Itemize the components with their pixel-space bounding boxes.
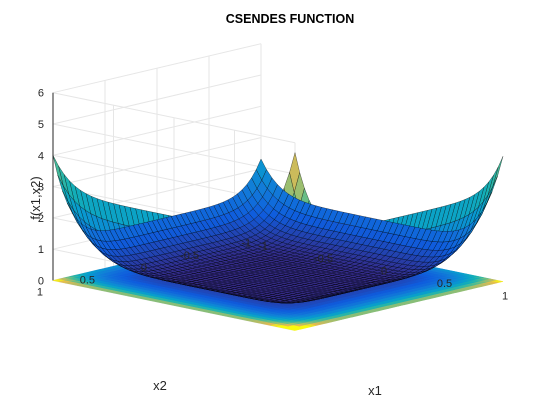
y-tick-label: -0.5: [180, 250, 199, 262]
z-tick-label: 4: [38, 150, 44, 162]
y-tick-label: 1: [37, 287, 43, 299]
y-tick-label: -1: [241, 238, 251, 250]
x-tick-label: 0.5: [437, 278, 452, 290]
y-tick-label: 0.5: [80, 274, 95, 286]
x-tick-label: 0: [381, 266, 387, 278]
x-tick-label: 1: [502, 291, 508, 303]
floor-cell: [288, 327, 301, 331]
y-tick-label: 0: [141, 262, 147, 274]
z-tick-label: 1: [38, 244, 44, 256]
surface-patch: [492, 156, 504, 187]
x-tick-label: -1: [258, 241, 268, 253]
z-tick-label: 6: [38, 88, 44, 100]
y-axis-label: x2: [153, 378, 167, 393]
z-axis-label: f(x1,x2): [28, 176, 43, 219]
x-axis-label: x1: [368, 383, 382, 398]
x-tick-label: -0.5: [314, 253, 333, 265]
chart-title: CSENDES FUNCTION: [226, 12, 354, 26]
z-tick-label: 5: [38, 119, 44, 131]
surface-mesh: [52, 152, 504, 304]
